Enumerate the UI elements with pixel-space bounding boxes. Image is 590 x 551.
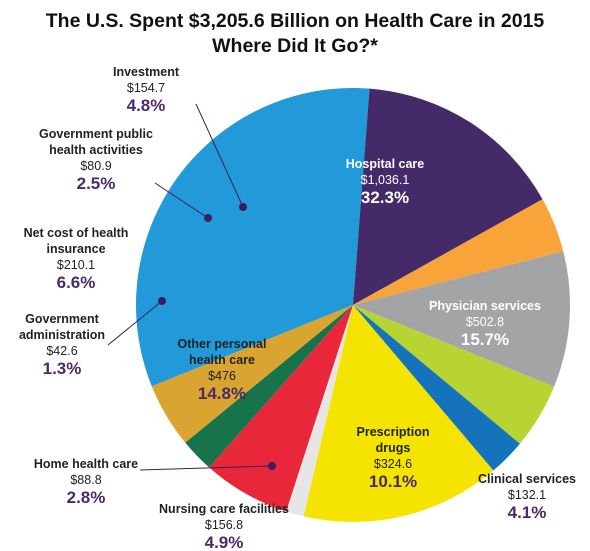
chart-subtitle: Where Did It Go?*	[212, 35, 378, 57]
slice-labels: Hospital care $1,036.132.3% Physician serv…	[19, 65, 576, 551]
slice-label-net-cost-of-health-insurance: Net cost of health insurance $210.16.6%	[24, 226, 129, 292]
slice-label-percent: 6.6%	[57, 273, 96, 292]
pie-slice-government-administration	[286, 305, 353, 517]
slice-label-value: $88.8	[70, 473, 101, 487]
slice-label-investment: Investment $154.74.8%	[113, 65, 180, 115]
pie-slice-clinical-services	[353, 199, 564, 305]
leader-dot-government-public-health-activities	[204, 214, 212, 222]
slice-label-value: $476	[208, 369, 236, 383]
slice-label-government-public-health-activities: Government public health activities $80.92…	[39, 127, 153, 193]
slice-label-name: Home health care	[34, 457, 138, 471]
pie-slice-hospital-care	[135, 88, 370, 387]
slice-label-percent: 4.9%	[205, 533, 244, 551]
slice-label-value: $154.7	[127, 81, 165, 95]
slice-label-value: $324.6	[374, 457, 412, 471]
leader-line-investment	[195, 103, 244, 208]
pie-slice-net-cost-of-health-insurance	[209, 305, 353, 512]
slice-label-name: Net cost of health	[24, 226, 129, 240]
slice-label-name: Prescription	[357, 425, 430, 439]
slice-label-percent: 32.3%	[361, 188, 409, 207]
pie-slice-physician-services	[353, 88, 543, 305]
leader-dot-investment	[239, 203, 247, 211]
slice-label-value: $1,036.1	[361, 173, 410, 187]
leader-line-home-health-care	[139, 465, 273, 471]
slice-label-name: Other personal	[178, 337, 267, 351]
slice-label-clinical-services: Clinical services $132.14.1%	[478, 472, 576, 522]
slice-label-value: $156.8	[205, 518, 243, 532]
slice-label-percent: 2.5%	[77, 174, 116, 193]
leader-dot-home-health-care	[268, 462, 276, 470]
pie-slice-government-public-health-activities	[185, 305, 353, 468]
pie-slice-prescription-drugs	[353, 251, 570, 387]
slice-label-name: Nursing care facilities	[159, 502, 289, 516]
slice-label-name: health activities	[49, 143, 143, 157]
slice-label-percent: 14.8%	[198, 384, 246, 403]
slice-label-percent: 2.8%	[67, 488, 106, 507]
leader-line-government-administration	[107, 300, 163, 346]
pie-slice-home-health-care	[353, 305, 520, 471]
pie-slice-nursing-care-facilities	[353, 305, 555, 444]
slice-label-value: $502.8	[466, 315, 504, 329]
pie-slices	[135, 88, 570, 522]
slice-label-percent: 15.7%	[461, 330, 509, 349]
slice-label-prescription-drugs: Prescription drugs $324.610.1%	[357, 425, 430, 491]
slice-label-name: Government public	[39, 127, 153, 141]
slice-label-name: Hospital care	[346, 157, 425, 171]
slice-label-government-administration: Government administration $42.61.3%	[19, 312, 105, 378]
slice-label-percent: 4.1%	[508, 503, 547, 522]
slice-label-value: $42.6	[46, 344, 77, 358]
slice-label-name: health care	[189, 353, 255, 367]
slice-label-name: Government	[25, 312, 99, 326]
pie-slice-other-personal-health-care	[303, 305, 494, 522]
slice-label-percent: 10.1%	[369, 472, 417, 491]
slice-label-name: Investment	[113, 65, 180, 79]
leader-dot-government-administration	[158, 297, 166, 305]
slice-label-home-health-care: Home health care $88.82.8%	[34, 457, 138, 507]
leader-lines	[107, 103, 276, 471]
slice-label-name: administration	[19, 328, 105, 342]
chart-title: The U.S. Spent $3,205.6 Billion on Healt…	[46, 10, 545, 32]
slice-label-name: Physician services	[429, 299, 541, 313]
slice-label-nursing-care-facilities: Nursing care facilities $156.84.9%	[159, 502, 289, 551]
pie-slice-investment	[151, 305, 353, 443]
slice-label-percent: 1.3%	[43, 359, 82, 378]
slice-label-hospital-care: Hospital care $1,036.132.3%	[346, 157, 425, 207]
leader-line-government-public-health-activities	[154, 182, 209, 219]
slice-label-physician-services: Physician services $502.815.7%	[429, 299, 541, 349]
slice-label-value: $80.9	[80, 159, 111, 173]
slice-label-name: Clinical services	[478, 472, 576, 486]
slice-label-percent: 4.8%	[127, 96, 166, 115]
slice-label-value: $132.1	[508, 488, 546, 502]
slice-label-name: insurance	[46, 242, 105, 256]
slice-label-name: drugs	[376, 441, 411, 455]
slice-label-value: $210.1	[57, 258, 95, 272]
